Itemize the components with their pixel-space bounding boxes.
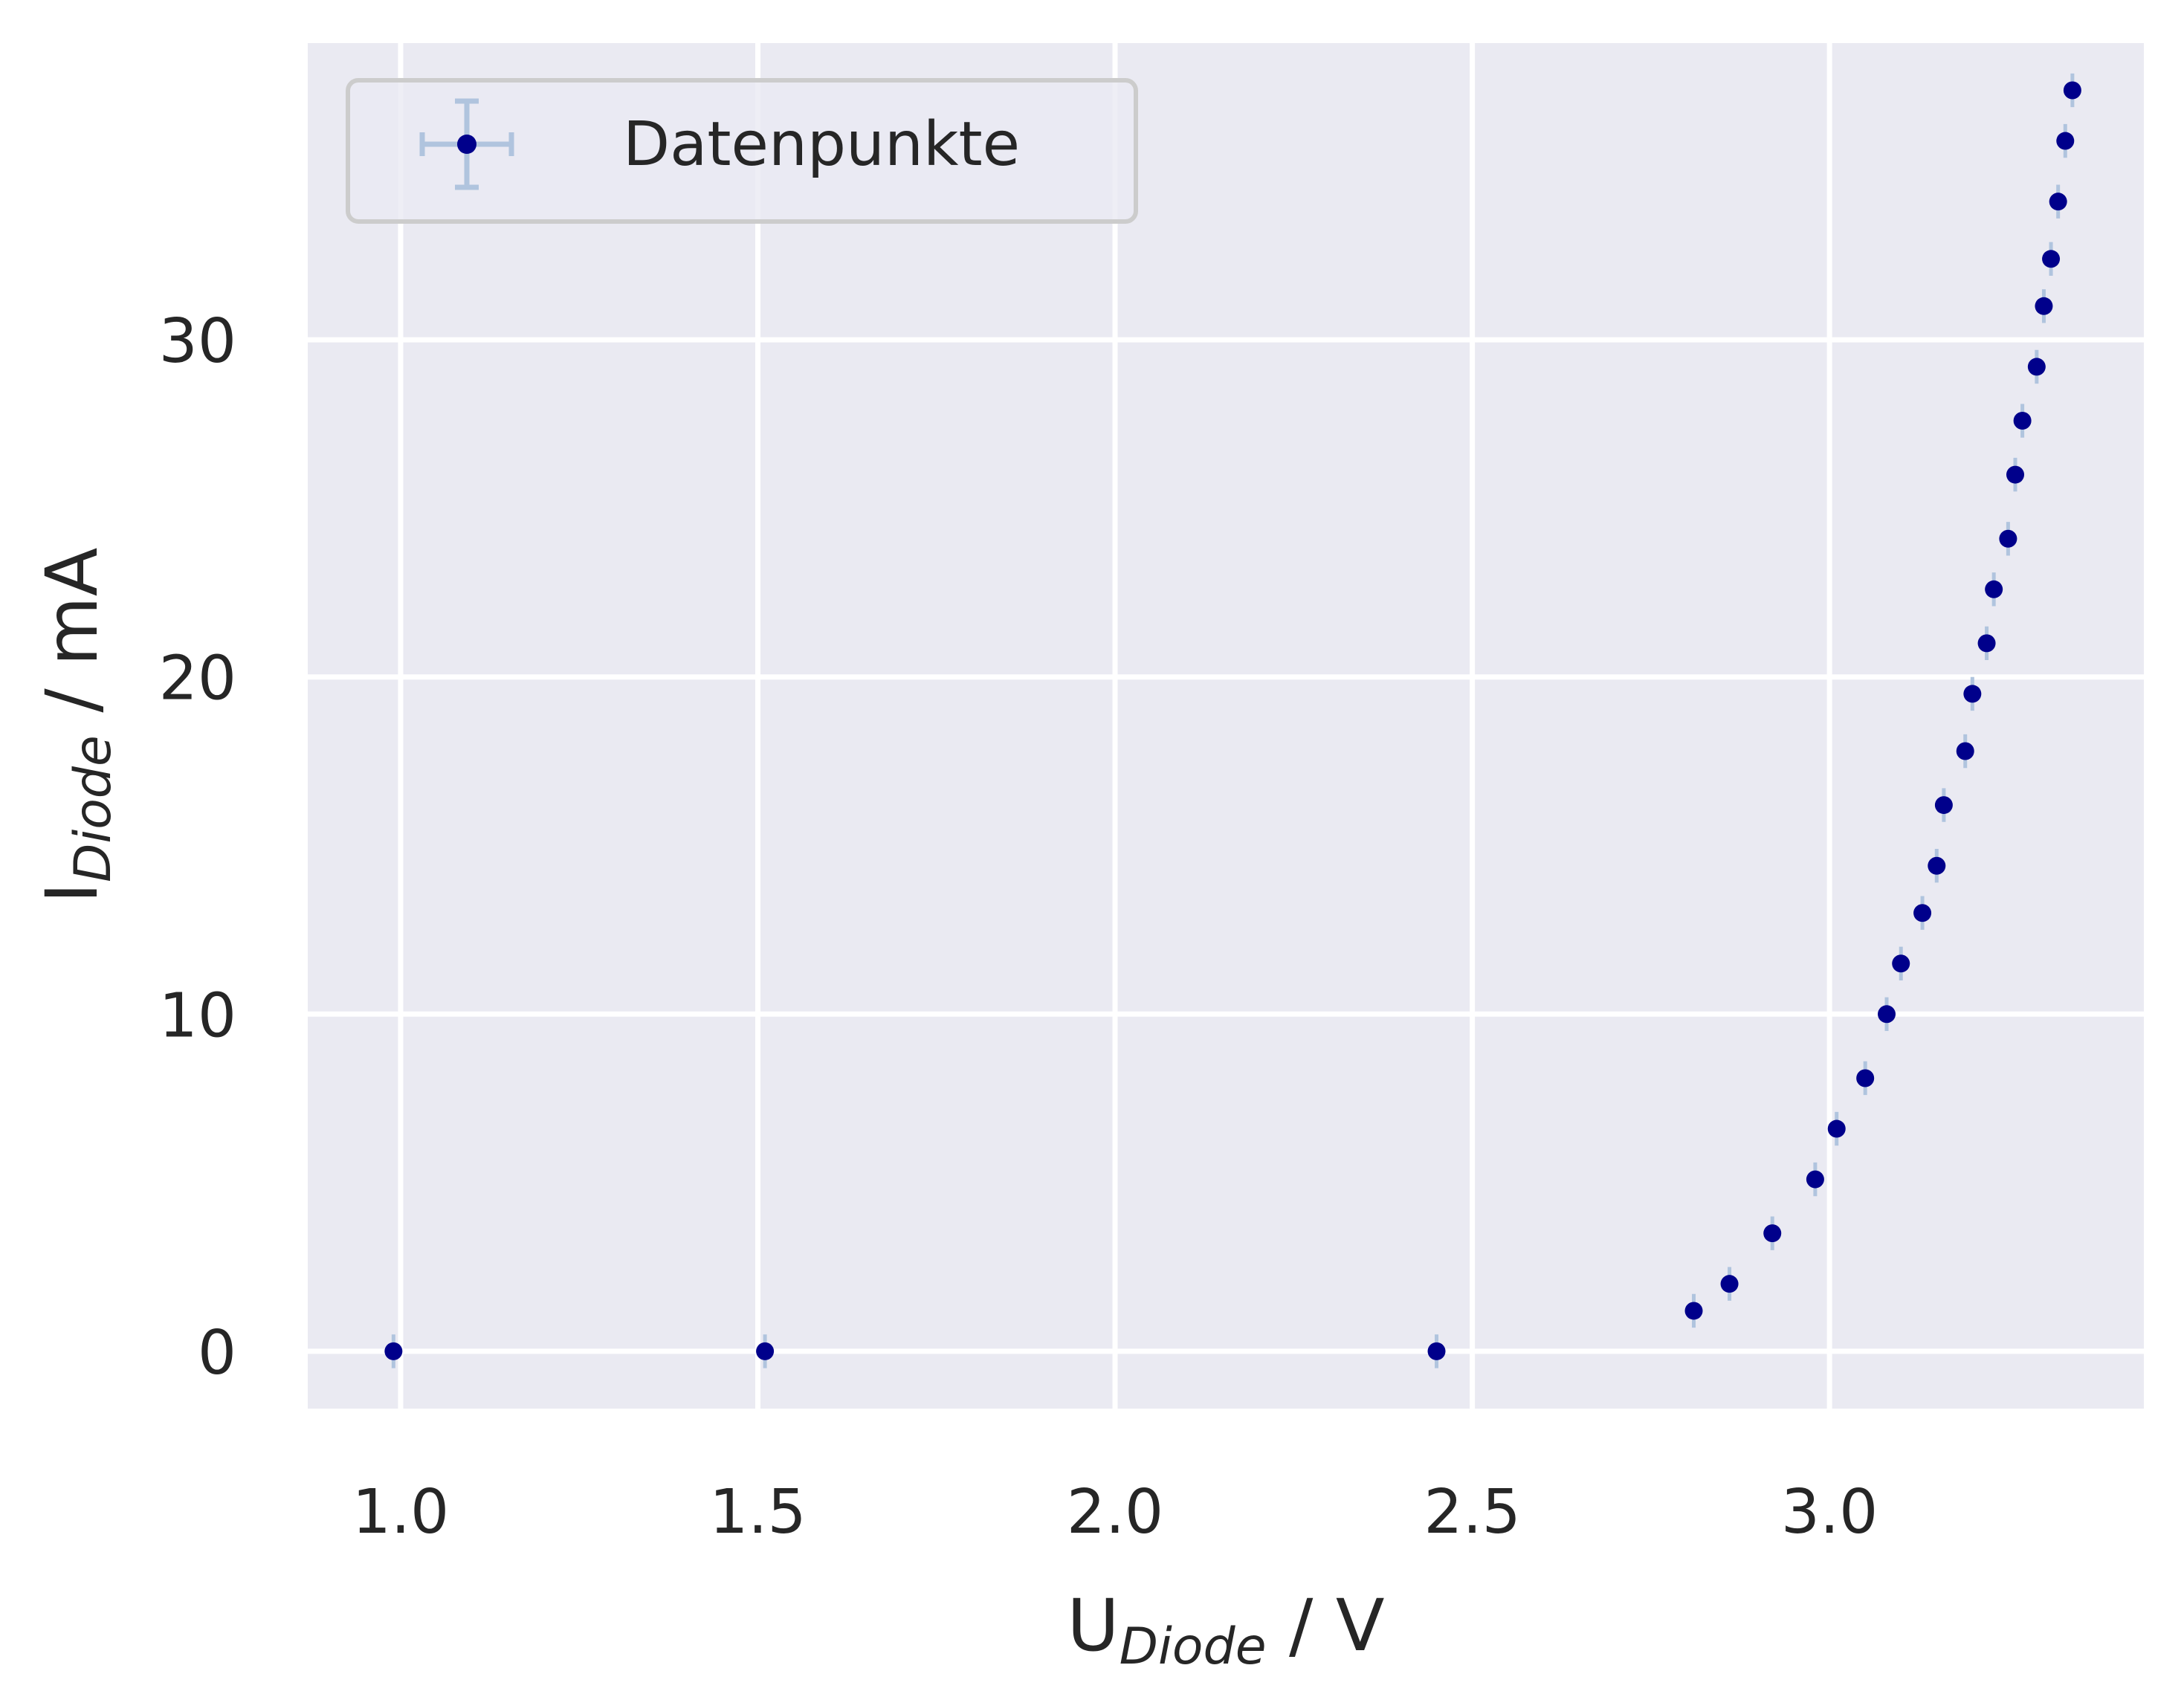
data-point — [1856, 1061, 1875, 1096]
marker — [1427, 1342, 1446, 1360]
marker — [1763, 1224, 1782, 1243]
data-point — [1684, 1293, 1703, 1328]
data-point — [1827, 1111, 1846, 1146]
y-tick-label: 30 — [159, 306, 236, 377]
data-point — [2013, 404, 2032, 438]
marker — [2042, 250, 2061, 268]
data-point — [2006, 457, 2025, 492]
y-tick-labels: 0 10 20 30 — [159, 306, 236, 1389]
x-axis-title: UDiode / V — [1067, 1584, 1384, 1676]
marker — [384, 1342, 403, 1360]
legend: Datenpunkte — [346, 78, 1138, 224]
x-tick-label: 1.5 — [709, 1477, 806, 1548]
data-point — [2049, 184, 2067, 219]
data-point — [1892, 946, 1910, 980]
plot-background — [308, 43, 2144, 1409]
marker — [1999, 529, 2017, 548]
data-point — [1977, 626, 1996, 661]
marker — [1928, 856, 1946, 875]
data-point — [2027, 349, 2046, 384]
y-axis-title: IDiode / mA — [30, 548, 123, 904]
data-point — [2056, 123, 2075, 158]
grid — [308, 43, 2144, 1409]
marker — [1985, 580, 2003, 598]
marker — [1806, 1170, 1824, 1189]
marker — [1720, 1275, 1739, 1293]
data-point — [2035, 289, 2053, 323]
data-point — [384, 1334, 403, 1368]
marker — [1934, 796, 1953, 815]
data-point — [1913, 896, 1932, 930]
x-tick-label: 3.0 — [1781, 1477, 1878, 1548]
data-point — [756, 1334, 775, 1368]
data-point — [1806, 1162, 1824, 1197]
marker — [1856, 1069, 1875, 1087]
y-tick-label: 0 — [198, 1318, 236, 1389]
data-point — [1720, 1267, 1739, 1301]
data-point — [2063, 73, 2081, 108]
marker — [1684, 1302, 1703, 1320]
marker — [1827, 1119, 1846, 1138]
data-point — [1427, 1334, 1446, 1368]
marker — [2013, 412, 2032, 430]
marker — [2063, 81, 2081, 100]
data-point — [1934, 788, 1953, 822]
data-point — [1963, 676, 1982, 711]
x-tick-label: 2.5 — [1424, 1477, 1520, 1548]
marker — [2035, 297, 2053, 315]
y-tick-label: 20 — [159, 644, 236, 714]
x-tick-labels: 1.0 1.5 2.0 2.5 3.0 — [352, 1477, 1878, 1548]
x-tick-label: 2.0 — [1067, 1477, 1163, 1548]
data-point — [1999, 522, 2017, 556]
marker — [1977, 634, 1996, 653]
data-point — [2042, 242, 2061, 276]
x-tick-label: 1.0 — [352, 1477, 449, 1548]
marker — [2027, 358, 2046, 376]
data-point — [1878, 997, 1896, 1031]
marker — [1878, 1005, 1896, 1024]
marker — [1892, 954, 1910, 973]
marker — [2049, 193, 2067, 211]
legend-marker — [419, 98, 514, 190]
data-points — [384, 73, 2081, 1368]
legend-box — [346, 78, 1138, 224]
marker — [2056, 132, 2075, 150]
data-point — [1928, 849, 1946, 883]
marker — [1956, 742, 1974, 760]
data-point — [1956, 734, 1974, 769]
data-point — [1763, 1216, 1782, 1250]
marker — [1963, 685, 1982, 703]
marker — [2006, 465, 2025, 484]
legend-label: Datenpunkte — [623, 109, 1020, 180]
marker — [756, 1342, 775, 1360]
marker — [1913, 904, 1932, 922]
y-tick-label: 10 — [159, 980, 236, 1051]
data-point — [1985, 572, 2003, 607]
